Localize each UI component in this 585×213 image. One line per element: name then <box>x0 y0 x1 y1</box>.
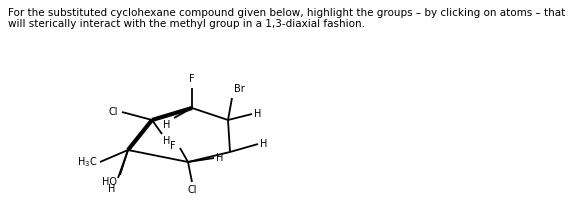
Text: H$_3$C: H$_3$C <box>77 155 97 169</box>
Text: H: H <box>260 139 267 149</box>
Text: HO: HO <box>102 177 117 187</box>
Text: F: F <box>189 74 195 84</box>
Text: F: F <box>170 141 176 151</box>
Text: Cl: Cl <box>108 107 118 117</box>
Text: H: H <box>216 153 223 163</box>
Text: H: H <box>108 184 116 194</box>
Text: will sterically interact with the methyl group in a 1,3-diaxial fashion.: will sterically interact with the methyl… <box>8 19 365 29</box>
Text: Br: Br <box>234 84 245 94</box>
Text: H: H <box>163 136 170 146</box>
Text: Cl: Cl <box>187 185 197 195</box>
Text: H: H <box>254 109 261 119</box>
Text: H: H <box>163 120 170 130</box>
Text: For the substituted cyclohexane compound given below, highlight the groups – by : For the substituted cyclohexane compound… <box>8 8 565 18</box>
